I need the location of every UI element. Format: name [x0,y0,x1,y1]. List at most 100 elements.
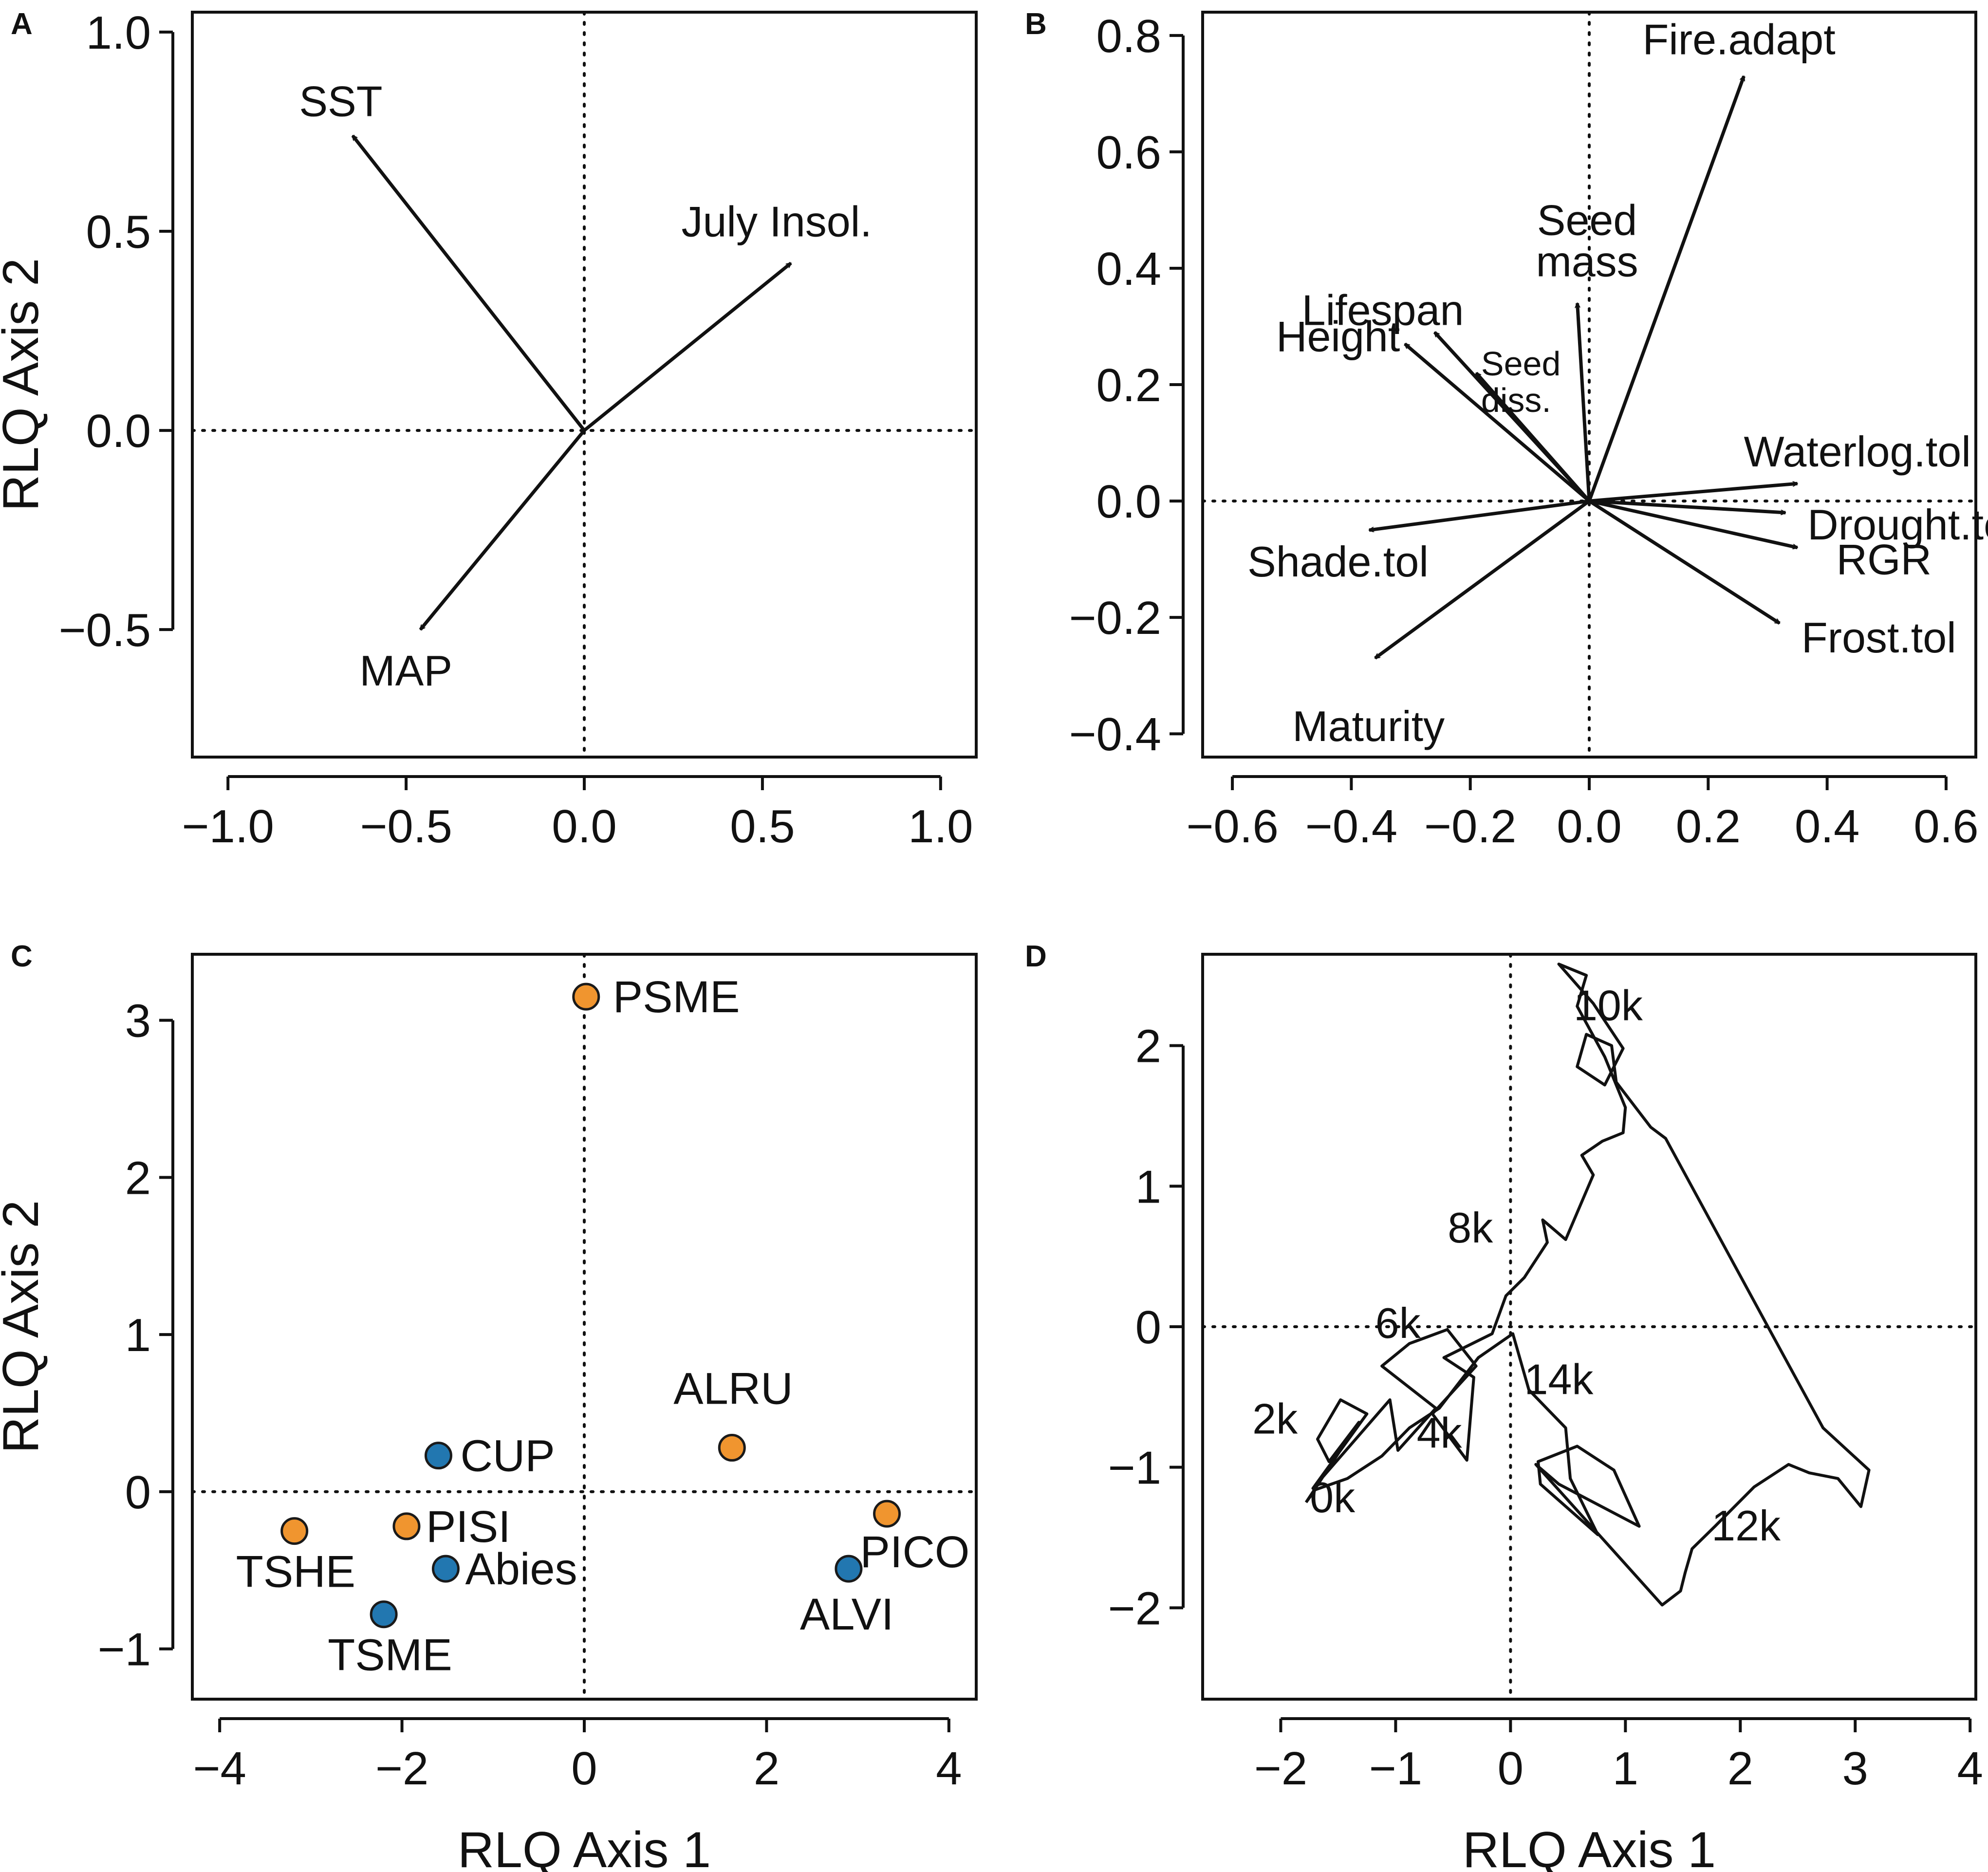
x-tick-label: −0.6 [1186,800,1279,853]
y-tick-label: 0.0 [1096,476,1161,528]
age-label: 4k [1417,1409,1463,1457]
age-label: 10k [1574,982,1643,1030]
x-tick-label: 0.5 [730,800,795,853]
point-label: PICO [860,1527,970,1577]
x-tick-label: 4 [1957,1742,1983,1795]
vector-arrow [1589,499,1798,548]
y-tick-label: 0.0 [86,405,151,457]
x-tick-label: 1.0 [908,800,973,853]
y-tick-label: −0.2 [1069,592,1161,644]
vector-label: Lifespan [1302,286,1464,334]
x-tick-label: −0.2 [1424,800,1517,853]
x-tick-label: −4 [193,1742,246,1795]
vector-label: Waterlog.tol [1744,427,1971,476]
vector-arrow [1369,499,1590,530]
scatter-point [718,1434,746,1462]
vector-label: SST [299,77,382,126]
x-tick-label: 0 [1498,1742,1524,1795]
y-tick-label: 2 [1135,1020,1161,1073]
scatter-point [572,982,600,1011]
vector-arrow [1589,499,1785,513]
y-tick-label: −0.4 [1069,708,1161,760]
vector-label: Drought.tol [1807,500,1988,549]
age-label: 12k [1711,1501,1781,1550]
age-label: 14k [1524,1355,1594,1404]
x-tick-label: 1 [1613,1742,1638,1795]
y-tick-label: 0.8 [1096,10,1161,62]
x-axis-title: RLQ Axis 1 [458,1822,711,1872]
panel-c: C −4 −2 0 2 4 −1 0 1 2 3 RLQ Axis 1 RLQ Axis 2 PSME AL… [0,940,978,1872]
vector-label: mass [1536,238,1638,286]
vector-label: RGR [1837,536,1932,584]
y-tick-label: −2 [1108,1582,1161,1634]
y-axis-title: RLQ Axis 2 [0,1200,49,1453]
x-tick-label: 0.2 [1676,800,1741,853]
panel-letter: A [11,7,33,41]
x-axis-title: RLQ Axis 1 [1463,1822,1716,1872]
y-tick-label: 1.0 [86,7,151,59]
point-label: CUP [460,1431,555,1481]
scatter-point [873,1500,901,1528]
vector-label: Maturity [1292,702,1445,750]
vector-arrow [583,261,791,432]
point-label: ALRU [673,1364,793,1414]
vector-label: MAP [359,647,452,695]
scatter-point [370,1600,398,1629]
y-tick-label: 3 [125,995,151,1047]
x-tick-label: −2 [375,1742,428,1795]
y-tick-label: −1 [1108,1442,1161,1494]
x-tick-label: 4 [936,1742,962,1795]
age-label: 0k [1310,1473,1356,1521]
age-label: 2k [1252,1394,1298,1443]
vector-label: diss. [1481,381,1551,419]
y-tick-label: 0.2 [1096,359,1161,411]
y-tick-label: 0.5 [86,206,151,258]
vector-arrow [1578,303,1591,501]
trajectory-line [1304,963,1871,1607]
x-tick-label: 2 [1728,1742,1753,1795]
x-tick-label: 0.6 [1914,800,1978,853]
vector-arrow [1375,500,1591,660]
panel-a: A −1.0 −0.5 0.0 0.5 1.0 −0.5 0.0 0.5 1.0 RLQ Axis … [0,7,978,853]
vector-label: July Insol. [681,197,872,245]
y-tick-label: −1 [98,1624,151,1676]
x-tick-label: 0.0 [1557,800,1621,853]
vector-label: Frost.tol [1802,613,1956,662]
vector-label: Shade.tol [1247,538,1429,586]
vector-label: Fire.adapt [1642,15,1835,63]
point-label: Abies [465,1544,577,1594]
scatter-point [280,1517,309,1545]
vector-arrow [1588,500,1780,625]
age-label: 8k [1448,1204,1493,1252]
panel-b: B −0.6 −0.4 −0.2 0.0 0.2 0.4 0.6 −0.4 −0.2 0.0 0.2 0… [1025,7,1988,853]
y-tick-label: 0.6 [1096,127,1161,179]
point-label: PISI [426,1502,511,1552]
x-tick-label: 2 [754,1742,780,1795]
vector-arrow [1589,483,1798,503]
scatter-point [431,1555,460,1583]
y-tick-label: 0 [125,1466,151,1519]
vector-label: Height [1276,312,1400,360]
x-tick-label: 0.0 [552,800,616,853]
point-label: PSME [613,972,740,1022]
vector-arrow [1475,371,1591,502]
y-tick-label: 1 [125,1309,151,1361]
point-label: TSME [328,1631,452,1680]
age-label: 6k [1375,1299,1421,1347]
x-tick-label: −2 [1254,1742,1307,1795]
x-tick-label: 3 [1842,1742,1868,1795]
x-tick-label: −1.0 [182,800,274,853]
vector-label: Seed [1537,196,1637,244]
panel-letter: C [11,940,33,973]
panel-letter: B [1025,7,1047,41]
vector-arrow [419,429,586,630]
scatter-point [392,1512,421,1540]
y-tick-label: 0.4 [1096,243,1161,295]
y-tick-label: 0 [1135,1301,1161,1353]
x-tick-label: −0.4 [1305,800,1398,853]
scatter-point [835,1555,863,1583]
point-label: ALVI [800,1590,894,1639]
x-tick-label: 0 [571,1742,597,1795]
